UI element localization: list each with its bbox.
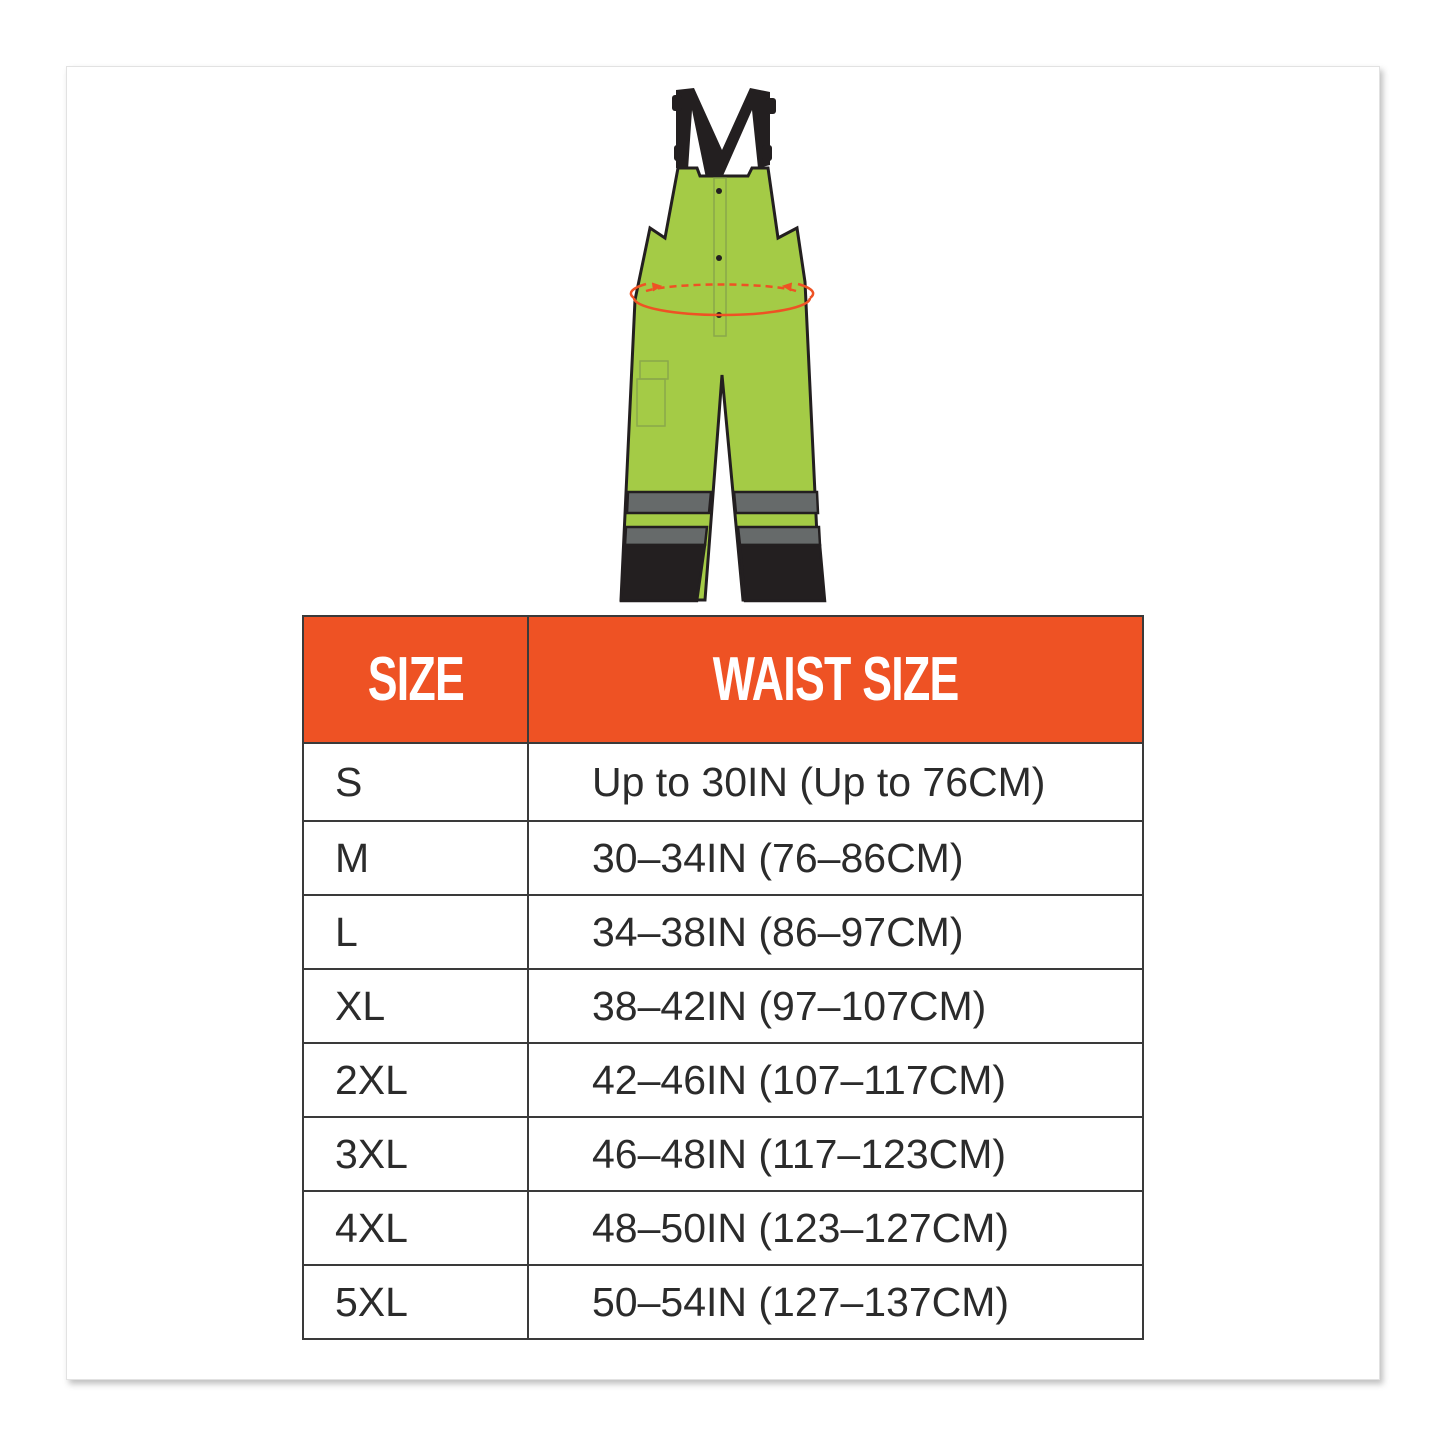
table-row: 4XL 48–50IN (123–127CM) — [302, 1190, 1144, 1266]
size-cell: 4XL — [302, 1190, 529, 1266]
size-cell: XL — [302, 968, 529, 1044]
table-header-row: SIZE WAIST SIZE — [302, 615, 1144, 744]
waist-cell: 46–48IN (117–123CM) — [527, 1116, 1144, 1192]
waist-size-table: SIZE WAIST SIZE S Up to 30IN (Up to 76CM)… — [302, 615, 1144, 1340]
table-row: L 34–38IN (86–97CM) — [302, 894, 1144, 970]
table-row: 5XL 50–54IN (127–137CM) — [302, 1264, 1144, 1340]
size-cell: S — [302, 742, 529, 822]
reflective-stripes — [619, 490, 827, 603]
table-row: S Up to 30IN (Up to 76CM) — [302, 742, 1144, 822]
waist-cell: 34–38IN (86–97CM) — [527, 894, 1144, 970]
waist-cell: 42–46IN (107–117CM) — [527, 1042, 1144, 1118]
table-row: 2XL 42–46IN (107–117CM) — [302, 1042, 1144, 1118]
size-cell: 5XL — [302, 1264, 529, 1340]
waist-cell: 48–50IN (123–127CM) — [527, 1190, 1144, 1266]
size-cell: L — [302, 894, 529, 970]
cargo-pocket — [636, 360, 669, 427]
waist-cell: 30–34IN (76–86CM) — [527, 820, 1144, 896]
waist-cell: Up to 30IN (Up to 76CM) — [527, 742, 1144, 822]
snap-buttons — [716, 188, 722, 318]
size-cell: M — [302, 820, 529, 896]
suspender-straps — [672, 88, 776, 178]
waist-cell: 38–42IN (97–107CM) — [527, 968, 1144, 1044]
table-row: XL 38–42IN (97–107CM) — [302, 968, 1144, 1044]
waist-measure-marker — [629, 282, 815, 317]
size-cell: 2XL — [302, 1042, 529, 1118]
table-row: M 30–34IN (76–86CM) — [302, 820, 1144, 896]
table-row: 3XL 46–48IN (117–123CM) — [302, 1116, 1144, 1192]
header-size: SIZE — [302, 615, 529, 744]
waist-cell: 50–54IN (127–137CM) — [527, 1264, 1144, 1340]
placket — [713, 177, 727, 337]
size-cell: 3XL — [302, 1116, 529, 1192]
header-waist-size: WAIST SIZE — [527, 615, 1144, 744]
